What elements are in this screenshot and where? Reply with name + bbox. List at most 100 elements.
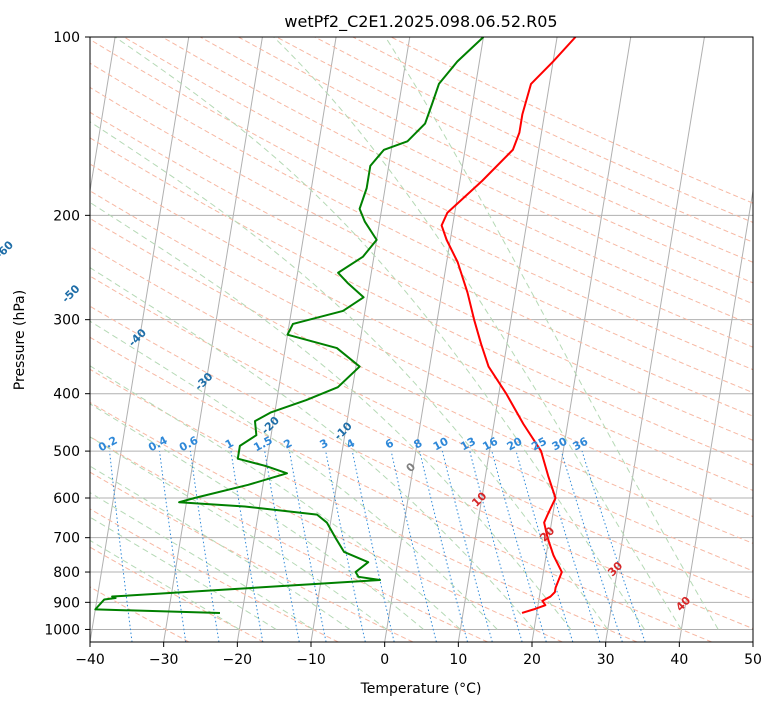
isotherm-line (752, 638, 753, 642)
mixing-ratio-label: 10 (431, 435, 451, 454)
moist-adiabat-line (90, 121, 609, 630)
mixing-ratio-line (230, 451, 264, 642)
dewpoint-profile-line (94, 37, 485, 614)
dry-adiabat-line (90, 336, 712, 642)
isotherm-label: 10 (469, 489, 489, 509)
y-tick-label: 400 (53, 387, 80, 403)
x-tick-label: 0 (380, 652, 389, 668)
moist-adiabat-line (90, 365, 461, 630)
chart-title: wetPf2_C2E1.2025.098.06.52.R05 (284, 12, 557, 32)
dry-adiabat-line (276, 37, 753, 263)
mixing-ratio-label: 2 (281, 436, 294, 451)
isotherm-line (678, 187, 753, 642)
y-tick-label: 100 (53, 30, 80, 46)
moist-adiabat-line (90, 539, 240, 630)
mixing-ratio-line (581, 450, 646, 642)
mixing-ratio-label: 25 (529, 435, 549, 454)
mixing-ratio-line (264, 451, 300, 642)
dry-adiabat-line (90, 190, 753, 518)
mixing-ratio-line (159, 451, 187, 642)
isotherm-label: 30 (605, 559, 625, 579)
dry-adiabat-line (90, 546, 264, 642)
dry-adiabat-line (90, 275, 753, 600)
mixing-ratio-line (469, 450, 523, 642)
isotherm-line (90, 37, 116, 194)
mixing-ratio-label: 36 (571, 435, 591, 454)
mixing-ratio-label: 8 (412, 436, 425, 451)
x-axis-label: Temperature (°C) (360, 681, 482, 697)
temperature-profile-line (440, 37, 577, 614)
dry-adiabat-line (90, 86, 753, 417)
dry-adiabat-line (90, 38, 753, 371)
mixing-ratio-line (325, 451, 366, 642)
mixing-ratio-line (419, 450, 468, 642)
moist-adiabat-line (114, 37, 645, 630)
dry-adiabat-line (90, 436, 488, 642)
dry-adiabat-line (90, 137, 753, 466)
mixing-ratio-line (109, 451, 133, 642)
moist-adiabat-line (90, 436, 388, 630)
isotherm-label: 20 (537, 524, 557, 544)
x-tick-label: 10 (449, 652, 467, 668)
mixing-ratio-label: 16 (480, 435, 500, 454)
dry-adiabat-line (90, 217, 753, 544)
x-tick-label: 20 (523, 652, 541, 668)
mixing-ratio-line (540, 450, 601, 642)
isotherm-line (236, 37, 337, 642)
isotherm-line (531, 37, 632, 642)
mixing-ratio-line (491, 450, 547, 642)
mixing-ratio-line (351, 451, 395, 642)
y-tick-label: 900 (53, 595, 80, 611)
x-tick-label: 50 (744, 652, 762, 668)
y-tick-label: 600 (53, 491, 80, 507)
dry-adiabat-line (90, 368, 638, 642)
moist-adiabat-line (90, 403, 424, 630)
dry-adiabat-line (90, 163, 753, 492)
dry-adiabat-line (90, 401, 563, 642)
dry-adiabat-line (90, 508, 339, 642)
mixing-ratio-line (390, 450, 437, 642)
moist-adiabat-line (90, 320, 498, 630)
isotherm-label: 0 (404, 460, 419, 475)
mixing-ratio-label: 13 (458, 435, 478, 454)
x-tick-label: 40 (670, 652, 688, 668)
isotherm-line (605, 37, 705, 642)
isotherm-label: 40 (673, 594, 693, 614)
mixing-ratio-line (515, 450, 574, 642)
isotherm-label: -60 (0, 238, 16, 261)
dry-adiabat-line (314, 37, 753, 243)
mixing-ratio-line (560, 450, 623, 642)
mixing-ratio-label: 1 (223, 436, 236, 451)
dry-adiabat-line (90, 111, 753, 441)
isotherm-line (384, 37, 484, 642)
x-tick-label: −40 (75, 652, 105, 668)
y-tick-label: 300 (53, 313, 80, 329)
mixing-ratio-line (441, 450, 493, 642)
moist-adiabat-line (90, 267, 535, 630)
mixing-ratio-line (189, 451, 220, 642)
y-tick-label: 1000 (44, 622, 80, 638)
plot-frame (89, 36, 754, 643)
mixing-ratio-label: 4 (344, 436, 357, 451)
moist-adiabat-line (90, 465, 351, 630)
x-tick-label: −30 (149, 652, 179, 668)
dry-adiabat-line (90, 305, 753, 630)
x-tick-label: −20 (223, 652, 253, 668)
isotherm-label: -50 (59, 282, 82, 305)
y-axis-label: Pressure (hPa) (12, 290, 28, 390)
mixing-ratio-label: 3 (318, 436, 331, 451)
dry-adiabat-line (390, 37, 753, 204)
y-tick-label: 200 (53, 208, 80, 224)
mixing-ratio-line (289, 451, 327, 642)
dry-adiabat-line (90, 471, 414, 642)
x-tick-label: 30 (597, 652, 615, 668)
dry-adiabat-line (90, 246, 753, 572)
y-tick-label: 800 (53, 565, 80, 581)
isotherm-line (457, 37, 558, 642)
mixing-ratio-label: 20 (505, 435, 525, 454)
mixing-ratio-label: 30 (550, 435, 570, 454)
y-tick-label: 500 (53, 444, 80, 460)
isotherm-line (163, 37, 263, 642)
y-tick-label: 700 (53, 531, 80, 547)
